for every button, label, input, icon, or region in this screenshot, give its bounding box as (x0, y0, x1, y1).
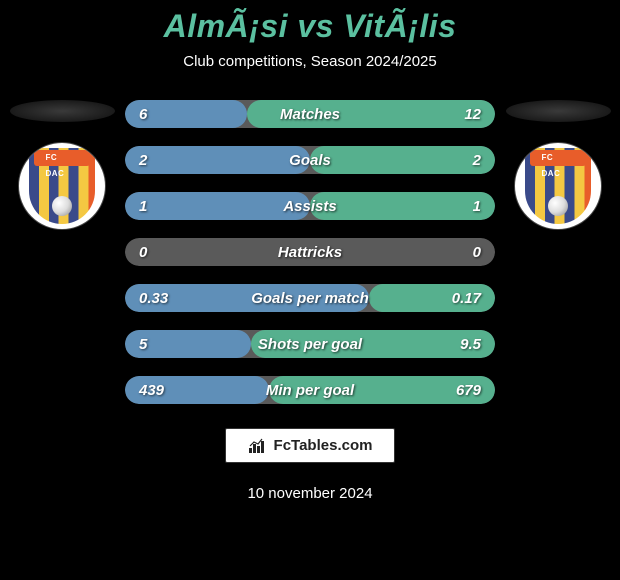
stat-value-left: 1 (139, 198, 147, 215)
player-shadow-right (506, 100, 611, 122)
stat-value-left: 0.33 (139, 290, 168, 307)
comparison-card: AlmÃ¡si vs VitÃ¡lis Club competitions, S… (0, 0, 620, 580)
stat-bar-left (125, 146, 310, 174)
stat-value-left: 5 (139, 336, 147, 353)
stat-bar-right (310, 192, 495, 220)
brand-box[interactable]: FcTables.com (225, 428, 396, 463)
stat-label: Goals per match (251, 290, 369, 307)
stat-label: Shots per goal (258, 336, 362, 353)
stat-value-left: 439 (139, 382, 164, 399)
soccer-ball-icon (52, 196, 72, 216)
stat-value-right: 12 (464, 106, 481, 123)
subtitle: Club competitions, Season 2024/2025 (183, 53, 437, 70)
bar-chart-icon (248, 438, 268, 454)
stat-value-left: 2 (139, 152, 147, 169)
stat-row: 5 Shots per goal 9.5 (125, 330, 495, 358)
stat-value-right: 0.17 (452, 290, 481, 307)
badge-stripes-icon (525, 148, 591, 224)
player-shadow-left (10, 100, 115, 122)
player-left-column (7, 100, 117, 230)
stat-row: 2 Goals 2 (125, 146, 495, 174)
stat-value-right: 2 (473, 152, 481, 169)
badge-stripes-icon (29, 148, 95, 224)
stat-value-left: 0 (139, 244, 147, 261)
brand-text: FcTables.com (274, 437, 373, 454)
stats-column: 6 Matches 12 2 Goals 2 1 Assists 1 0 Hattricks 0 0.3… (125, 100, 495, 404)
stat-label: Matches (280, 106, 340, 123)
stat-bar-left (125, 192, 310, 220)
date-text: 10 november 2024 (247, 485, 372, 502)
stat-row: 0 Hattricks 0 (125, 238, 495, 266)
stat-value-right: 0 (473, 244, 481, 261)
stat-label: Assists (283, 198, 336, 215)
stat-row: 439 Min per goal 679 (125, 376, 495, 404)
soccer-ball-icon (548, 196, 568, 216)
page-title: AlmÃ¡si vs VitÃ¡lis (164, 8, 457, 45)
player-right-column (503, 100, 613, 230)
club-badge-right (514, 142, 602, 230)
stat-value-right: 679 (456, 382, 481, 399)
stat-value-right: 9.5 (460, 336, 481, 353)
stat-label: Goals (289, 152, 331, 169)
stat-label: Min per goal (266, 382, 354, 399)
stat-row: 1 Assists 1 (125, 192, 495, 220)
stat-value-left: 6 (139, 106, 147, 123)
stat-row: 0.33 Goals per match 0.17 (125, 284, 495, 312)
stat-label: Hattricks (278, 244, 342, 261)
stat-row: 6 Matches 12 (125, 100, 495, 128)
club-badge-left (18, 142, 106, 230)
main-area: 6 Matches 12 2 Goals 2 1 Assists 1 0 Hattricks 0 0.3… (0, 100, 620, 404)
stat-value-right: 1 (473, 198, 481, 215)
stat-bar-right (310, 146, 495, 174)
